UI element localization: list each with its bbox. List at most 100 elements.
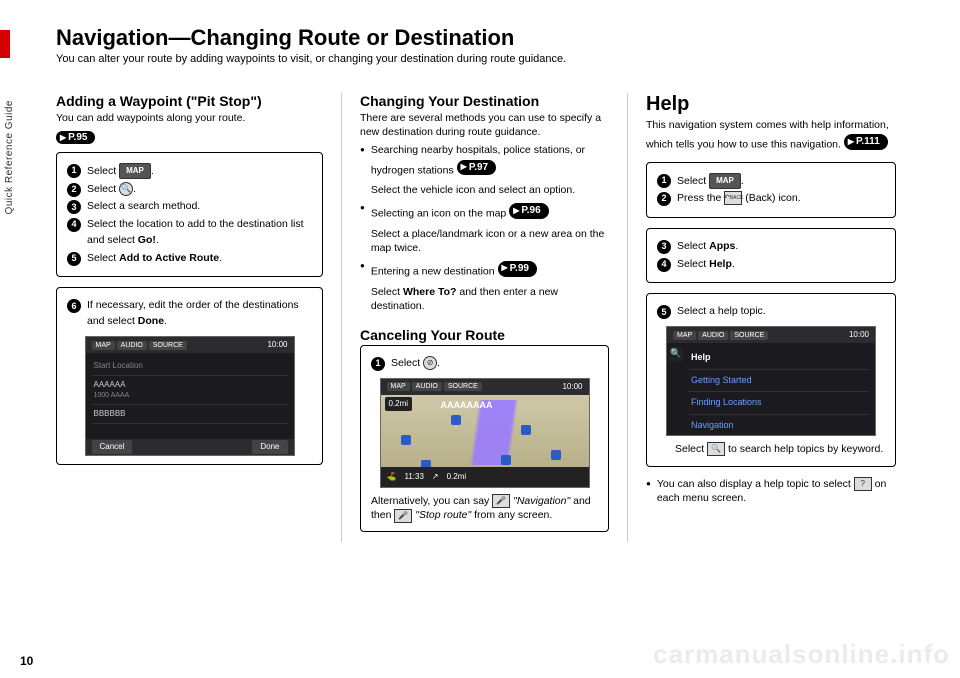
bullet-select-icon: Selecting an icon on the map P.96 Select… (360, 201, 609, 255)
step-num-icon: 5 (67, 252, 81, 266)
mock-help-list: Help Getting Started Finding Locations N… (683, 343, 875, 436)
page-subtitle: You can alter your route by adding waypo… (56, 53, 932, 65)
stop-icon: ⊘ (423, 356, 437, 370)
map-button-chip: MAP (709, 173, 741, 189)
help-box-2: 3 Select Apps. 4 Select Help. (646, 228, 896, 284)
destination-title: Changing Your Destination (360, 93, 609, 109)
step-6: 6 If necessary, edit the order of the de… (67, 298, 312, 330)
mock-tab: AUDIO (698, 331, 728, 340)
step-num-icon: 2 (67, 183, 81, 197)
step-4: 4 Select the location to add to the dest… (67, 217, 312, 249)
page-number: 10 (20, 654, 33, 668)
bullet-search-nearby: Searching nearby hospitals, police stati… (360, 143, 609, 197)
column-help: Help This navigation system comes with h… (628, 93, 914, 542)
search-icon: 🔍 (119, 182, 133, 196)
mock-map: 0.2mi AAAAAAAA (381, 395, 589, 467)
help-topics-screenshot: MAPAUDIOSOURCE 10:00 🔍 Help Getting Star… (666, 326, 876, 436)
mock-list-header: Help (689, 347, 869, 370)
mock-tab: AUDIO (117, 341, 147, 350)
step-1: 1 Select MAP. (67, 163, 312, 180)
page-ref-pill: P.96 (509, 203, 548, 219)
step-num-icon: 1 (657, 174, 671, 188)
help-extra-bullet: You can also display a help topic to sel… (646, 477, 896, 505)
help-question-icon: ? (854, 477, 872, 491)
map-button-chip: MAP (119, 163, 151, 179)
mock-search-icon: 🔍 (669, 347, 683, 361)
help-step-3: 3 Select Apps. (657, 239, 885, 255)
waypoint-steps-box-2: 6 If necessary, edit the order of the de… (56, 287, 323, 465)
help-search-note: Select 🔍 to search help topics by keywor… (657, 442, 885, 458)
page-content: Navigation—Changing Route or Destination… (56, 25, 932, 648)
side-section-label: Quick Reference Guide (4, 100, 15, 214)
help-step-2: 2 Press the ↶BACK (Back) icon. (657, 191, 885, 207)
voice-icon: 🎤 (492, 494, 510, 508)
edit-route-screenshot: MAPAUDIOSOURCE 10:00 Start Location AAAA… (85, 336, 295, 456)
help-title: Help (646, 93, 896, 116)
mock-topbar: MAPAUDIOSOURCE 10:00 (86, 337, 294, 353)
step-5: 5 Select Add to Active Route. (67, 251, 312, 267)
cancel-route-box: 1 Select ⊘. MAPAUDIOSOURCE 10:00 0.2mi A… (360, 345, 609, 532)
step-num-icon: 5 (657, 305, 671, 319)
mock-eta-bar: ⛳11:33 ↗0.2mi (381, 467, 589, 487)
mock-clock: 10:00 (562, 381, 582, 393)
mock-topbar: MAPAUDIOSOURCE 10:00 (381, 379, 589, 395)
voice-icon: 🎤 (394, 509, 412, 523)
step-num-icon: 6 (67, 299, 81, 313)
step-num-icon: 4 (657, 258, 671, 272)
mock-tab: MAP (673, 331, 696, 340)
column-destination: Changing Your Destination There are seve… (342, 93, 628, 542)
mock-done-button: Done (252, 440, 287, 454)
help-step-1: 1 Select MAP. (657, 173, 885, 190)
waypoint-steps-box-1: 1 Select MAP. 2 Select 🔍. 3 Select a sea… (56, 152, 323, 277)
mock-row: BBBBBB (92, 405, 288, 424)
bullet-new-destination: Entering a new destination P.99 Select W… (360, 259, 609, 313)
mock-tab: SOURCE (730, 331, 768, 340)
step-num-icon: 3 (67, 200, 81, 214)
page-ref-pill: P.95 (56, 131, 95, 144)
columns: Adding a Waypoint ("Pit Stop") You can a… (56, 93, 932, 542)
search-icon: 🔍 (707, 442, 725, 456)
section-tab (0, 30, 10, 58)
mock-clock: 10:00 (267, 339, 287, 351)
step-num-icon: 4 (67, 218, 81, 232)
cancel-route-screenshot: MAPAUDIOSOURCE 10:00 0.2mi AAAAAAAA (380, 378, 590, 488)
page-title: Navigation—Changing Route or Destination (56, 25, 932, 51)
back-icon: ↶BACK (724, 191, 742, 205)
step-3: 3 Select a search method. (67, 199, 312, 215)
step-num-icon: 3 (657, 240, 671, 254)
cancel-step-1: 1 Select ⊘. (371, 356, 598, 372)
cancel-voice-note: Alternatively, you can say 🎤 "Navigation… (371, 494, 598, 523)
help-box-3: 5 Select a help topic. MAPAUDIOSOURCE 10… (646, 293, 896, 467)
step-num-icon: 2 (657, 192, 671, 206)
mock-row: AAAAAA 1000 AAAA (92, 376, 288, 406)
help-box-1: 1 Select MAP. 2 Press the ↶BACK (Back) i… (646, 162, 896, 218)
mock-bottom-bar: Cancel Done (86, 439, 294, 455)
mock-tab: AUDIO (412, 382, 442, 391)
page-ref-pill: P.97 (457, 160, 496, 176)
mock-tab: SOURCE (444, 382, 482, 391)
waypoint-sub: You can add waypoints along your route. (56, 111, 323, 125)
mock-cancel-button: Cancel (92, 440, 133, 454)
column-waypoint: Adding a Waypoint ("Pit Stop") You can a… (56, 93, 342, 542)
step-num-icon: 1 (371, 357, 385, 371)
mock-list: Start Location AAAAAA 1000 AAAA BBBBBB (86, 353, 294, 429)
mock-poi-icons (381, 395, 589, 467)
mock-tab: MAP (387, 382, 410, 391)
page-ref-pill: P.111 (844, 134, 888, 150)
mock-row: Start Location (92, 357, 288, 376)
page-ref-pill: P.99 (498, 261, 537, 277)
mock-topbar: MAPAUDIOSOURCE 10:00 (667, 327, 875, 343)
mock-list-row: Navigation (689, 415, 869, 437)
help-sub: This navigation system comes with help i… (646, 118, 896, 158)
help-step-5: 5 Select a help topic. (657, 304, 885, 320)
mock-tab: MAP (92, 341, 115, 350)
waypoint-title: Adding a Waypoint ("Pit Stop") (56, 93, 323, 109)
mock-clock: 10:00 (849, 329, 869, 341)
step-2: 2 Select 🔍. (67, 182, 312, 198)
cancel-route-title: Canceling Your Route (360, 327, 609, 343)
destination-sub: There are several methods you can use to… (360, 111, 609, 139)
help-step-4: 4 Select Help. (657, 257, 885, 273)
step-num-icon: 1 (67, 164, 81, 178)
mock-tab: SOURCE (149, 341, 187, 350)
mock-list-row: Getting Started (689, 370, 869, 393)
